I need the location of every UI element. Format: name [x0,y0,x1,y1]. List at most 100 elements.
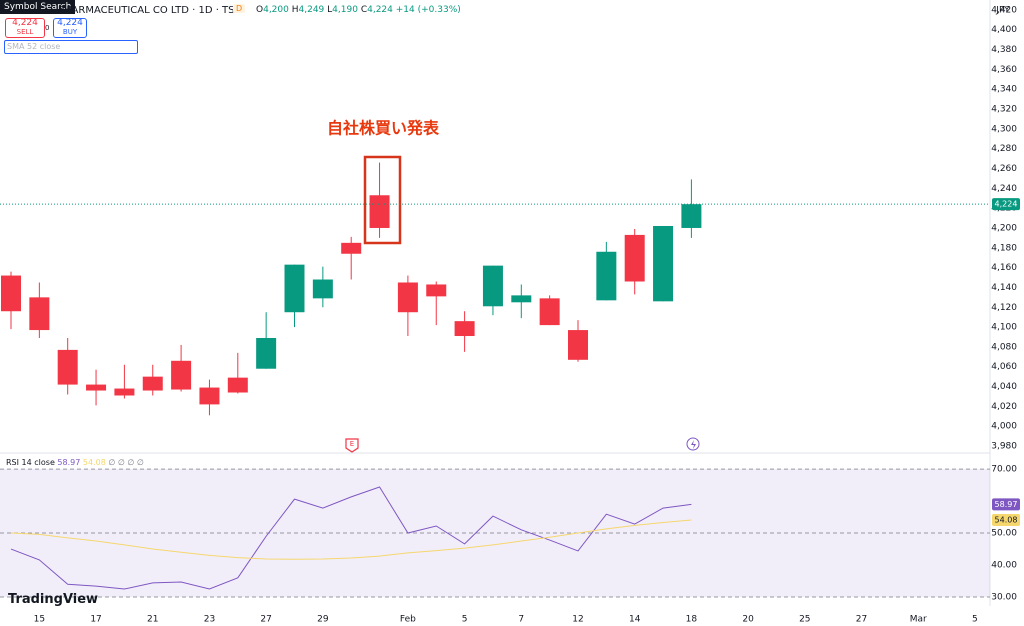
x-tick-label: 21 [147,615,158,625]
y-tick-label: 4,400 [991,25,1017,35]
x-tick-label: Mar [910,615,927,625]
y-tick-label: 4,340 [991,85,1017,95]
y-tick-label: 4,000 [991,422,1017,432]
h-key: H [291,5,299,15]
y-tick-label: 3,980 [991,442,1017,452]
l-key: L [327,5,333,15]
candle-body [227,377,248,393]
candle-body [1,275,21,312]
candle-body [341,242,362,254]
high: 4,249 [298,5,325,15]
candle-body [624,234,645,282]
candle-body [482,265,503,307]
candle-body [539,298,560,326]
x-tick-label: 25 [799,615,810,625]
ohlc: O4,200 H4,249 L4,190 C4,224 +14 (+0.33%) [256,5,461,15]
x-tick-label: 18 [686,615,698,625]
sell-label: SELL [16,28,34,36]
value-tag [992,513,1020,526]
sma-legend[interactable]: SMA 52 close [4,40,138,54]
x-tick-label: 7 [518,615,524,625]
candle-body [426,284,447,297]
spread: 0 [45,24,50,32]
y-tick-label: 4,180 [991,243,1017,253]
y-tick-label: 4,300 [991,124,1017,134]
y-tick-label: 4,020 [991,402,1017,412]
flag: D [233,4,246,13]
candle-body [171,360,192,390]
buy-label: BUY [62,28,78,36]
buy-price: 4,224 [57,18,83,28]
rsi-extra: ∅ ∅ ∅ ∅ [108,458,144,467]
candle-body [29,297,50,331]
y-tick-label: 4,100 [991,323,1017,333]
x-tick-label: 14 [629,615,641,625]
candle-body [57,349,78,385]
symbol-search[interactable]: Symbol Search [0,0,76,14]
y-tick-label: 4,260 [991,164,1017,174]
y-tick-label: 4,120 [991,303,1017,313]
candle-body [596,251,617,301]
x-tick-label: 29 [317,615,329,625]
y-tick-label: 30.00 [991,593,1017,603]
candle-body [256,337,277,369]
highlight-box [363,155,402,245]
y-tick-label: 4,140 [991,283,1017,293]
last-price-label: 4,224 [995,200,1018,209]
y-tick-label: 4,420 [991,5,1017,15]
x-tick-label: 20 [742,615,754,625]
y-tick-label: 4,160 [991,263,1017,273]
sell-button[interactable]: 4,224 SELL [5,18,45,38]
dividend-bolt [691,440,696,449]
x-tick-label: 27 [260,615,271,625]
candle-body [369,195,390,228]
close: 4,224 [367,5,393,15]
o-key: O [256,5,264,15]
y-tick-label: 70.00 [991,465,1017,475]
earnings-icon [345,438,359,453]
y-tick-label: 4,240 [991,184,1017,194]
dividend-icon [686,437,700,451]
buy-button[interactable]: 4,224 BUY [53,18,87,38]
x-tick-label: 27 [856,615,867,625]
value-tag [992,498,1020,511]
y-tick-label: 4,200 [991,223,1017,233]
brand: TradingView [8,592,99,607]
x-tick-label: 15 [34,615,45,625]
currency: JPY [995,6,1010,16]
y-tick-label: 4,380 [991,45,1017,55]
candle-body [199,387,220,405]
c-key: C [360,5,368,15]
candle-body [114,388,135,396]
x-tick-label: 12 [572,615,583,625]
earnings-label: E [350,440,354,448]
last-price-tag [992,198,1020,211]
candle-body [86,384,107,391]
low: 4,190 [332,5,358,15]
rsi-value: 58.97 [57,458,81,467]
candle-body [511,295,532,303]
x-tick-label: Feb [400,615,416,625]
y-tick-label: 4,080 [991,342,1017,352]
rsi-line [10,519,692,560]
candle-body [681,204,702,228]
open: 4,200 [263,5,289,15]
y-tick-label: 4,360 [991,65,1017,75]
sell-price: 4,224 [12,18,38,28]
y-tick-label: 4,040 [991,382,1017,392]
x-tick-label: 23 [204,615,215,625]
x-tick-label: 5 [972,615,978,625]
y-tick-label: 4,320 [991,105,1017,115]
rsi-ma-value: 54.08 [82,458,106,467]
y-tick-label: 4,280 [991,144,1017,154]
annotation: 自社株買い発表 [327,119,440,138]
candle-body [142,376,163,391]
y-tick-label: 40.00 [991,561,1017,571]
y-tick-label: 50.00 [991,529,1017,539]
rsi-title: RSI 14 close [6,458,55,467]
rsi-line [10,486,692,590]
candle-body [312,279,333,299]
value-tag-label: 54.08 [995,515,1018,524]
